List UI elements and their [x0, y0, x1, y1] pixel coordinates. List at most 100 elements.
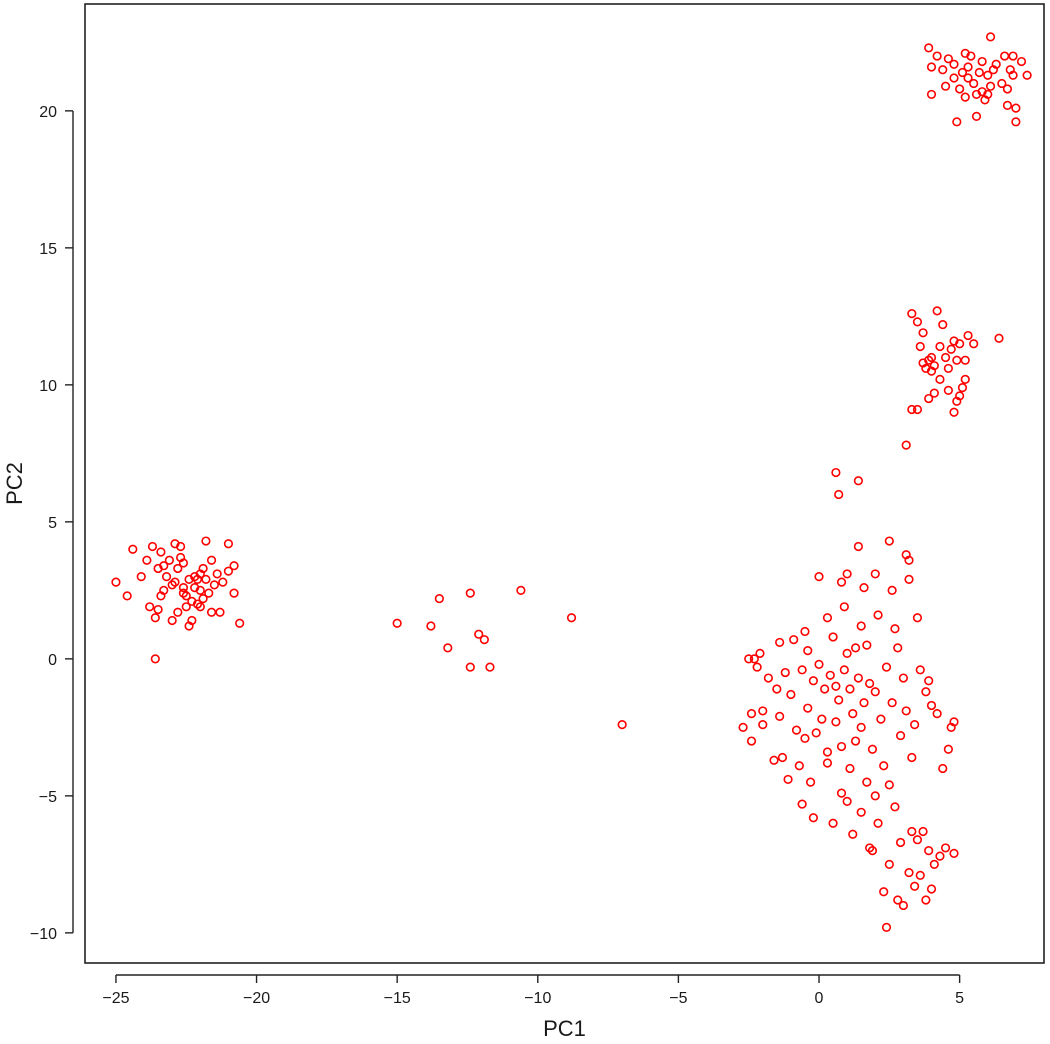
scatter-point	[924, 43, 934, 53]
scatter-point	[178, 558, 189, 568]
scatter-point	[884, 536, 894, 546]
scatter-point	[943, 744, 953, 754]
x-tick-label: −25	[102, 990, 129, 1007]
scatter-point	[178, 583, 189, 593]
scatter-point	[775, 711, 785, 722]
scatter-point	[966, 51, 976, 61]
scatter-point	[1008, 51, 1018, 61]
scatter-point	[136, 572, 146, 582]
scatter-point	[834, 695, 844, 705]
scatter-point	[921, 687, 931, 697]
scatter-point	[887, 585, 897, 595]
scatter-point	[204, 588, 214, 598]
scatter-point	[212, 569, 222, 579]
scatter-point	[738, 722, 748, 732]
y-tick-label: 20	[39, 104, 57, 121]
y-tick-label: −5	[39, 789, 57, 806]
scatter-point	[960, 355, 970, 365]
scatter-point	[865, 678, 875, 689]
scatter-point	[862, 777, 872, 787]
x-axis-title: PC1	[543, 1016, 586, 1041]
scatter-point	[879, 887, 889, 897]
scatter-point	[926, 366, 937, 376]
scatter-point	[924, 846, 934, 856]
scatter-point	[820, 684, 830, 694]
scatter-point	[867, 744, 878, 754]
x-tick-label: −15	[384, 990, 411, 1007]
scatter-point	[907, 826, 917, 837]
scatter-point	[856, 807, 866, 817]
scatter-point	[949, 59, 959, 69]
scatter-point	[926, 884, 937, 894]
scatter-point	[921, 895, 931, 905]
scatter-point	[746, 709, 757, 719]
scatter-point	[955, 84, 965, 94]
scatter-point	[797, 665, 807, 675]
scatter-point	[831, 717, 841, 727]
x-tick-label: −10	[524, 990, 551, 1007]
scatter-point	[910, 881, 920, 891]
scatter-point	[834, 489, 844, 500]
scatter-point	[904, 555, 914, 565]
scatter-point	[912, 613, 923, 623]
scatter-point	[797, 799, 807, 809]
scatter-point	[910, 720, 920, 730]
scatter-point	[201, 574, 211, 585]
scatter-point	[969, 339, 979, 349]
scatter-point	[960, 92, 970, 102]
scatter-point	[443, 643, 453, 653]
scatter-point	[876, 714, 886, 724]
scatter-point	[836, 741, 847, 752]
scatter-point	[128, 544, 138, 554]
scatter-point	[434, 593, 444, 604]
scatter-point	[893, 895, 903, 905]
scatter-point	[142, 555, 152, 565]
scatter-point	[898, 900, 908, 911]
scatter-point	[943, 54, 953, 64]
scatter-point	[938, 65, 948, 75]
scatter-point	[805, 777, 816, 787]
scatter-point	[831, 681, 841, 691]
scatter-point	[426, 621, 436, 631]
scatter-point	[839, 602, 849, 612]
scatter-point	[159, 561, 169, 571]
scatter-point	[949, 407, 959, 417]
scatter-point	[195, 602, 205, 612]
scatter-point	[856, 722, 866, 732]
scatter-point	[901, 706, 911, 716]
scatter-point	[479, 635, 489, 645]
x-tick-label: 5	[955, 990, 964, 1007]
scatter-point	[873, 610, 883, 620]
y-tick-label: 5	[48, 515, 57, 532]
scatter-point	[1011, 117, 1021, 127]
scatter-point	[957, 383, 968, 393]
y-axis: −10 −5 0 5 10 15 20	[30, 104, 74, 943]
scatter-point	[775, 637, 785, 648]
scatter-point	[935, 374, 945, 384]
scatter-point	[392, 618, 402, 628]
scatter-point	[755, 648, 765, 658]
y-tick-label: −10	[30, 926, 57, 943]
scatter-point	[744, 654, 754, 664]
scatter-point	[206, 555, 217, 565]
scatter-point	[893, 643, 903, 653]
scatter-point	[845, 684, 855, 694]
scatter-point	[938, 319, 948, 330]
scatter-point	[822, 758, 833, 768]
scatter-point	[516, 585, 526, 595]
scatter-point	[912, 317, 923, 327]
scatter-point	[209, 580, 219, 590]
scatter-point	[853, 476, 863, 486]
scatter-point	[949, 848, 959, 859]
data-points	[111, 32, 1032, 932]
scatter-point	[895, 730, 906, 741]
x-tick-label: 0	[815, 990, 824, 1007]
scatter-point	[932, 51, 942, 61]
scatter-point	[842, 796, 852, 806]
scatter-point	[150, 613, 160, 623]
scatter-point	[1002, 100, 1013, 110]
scatter-point	[229, 561, 239, 571]
scatter-point	[772, 684, 782, 694]
scatter-point	[1000, 51, 1010, 61]
